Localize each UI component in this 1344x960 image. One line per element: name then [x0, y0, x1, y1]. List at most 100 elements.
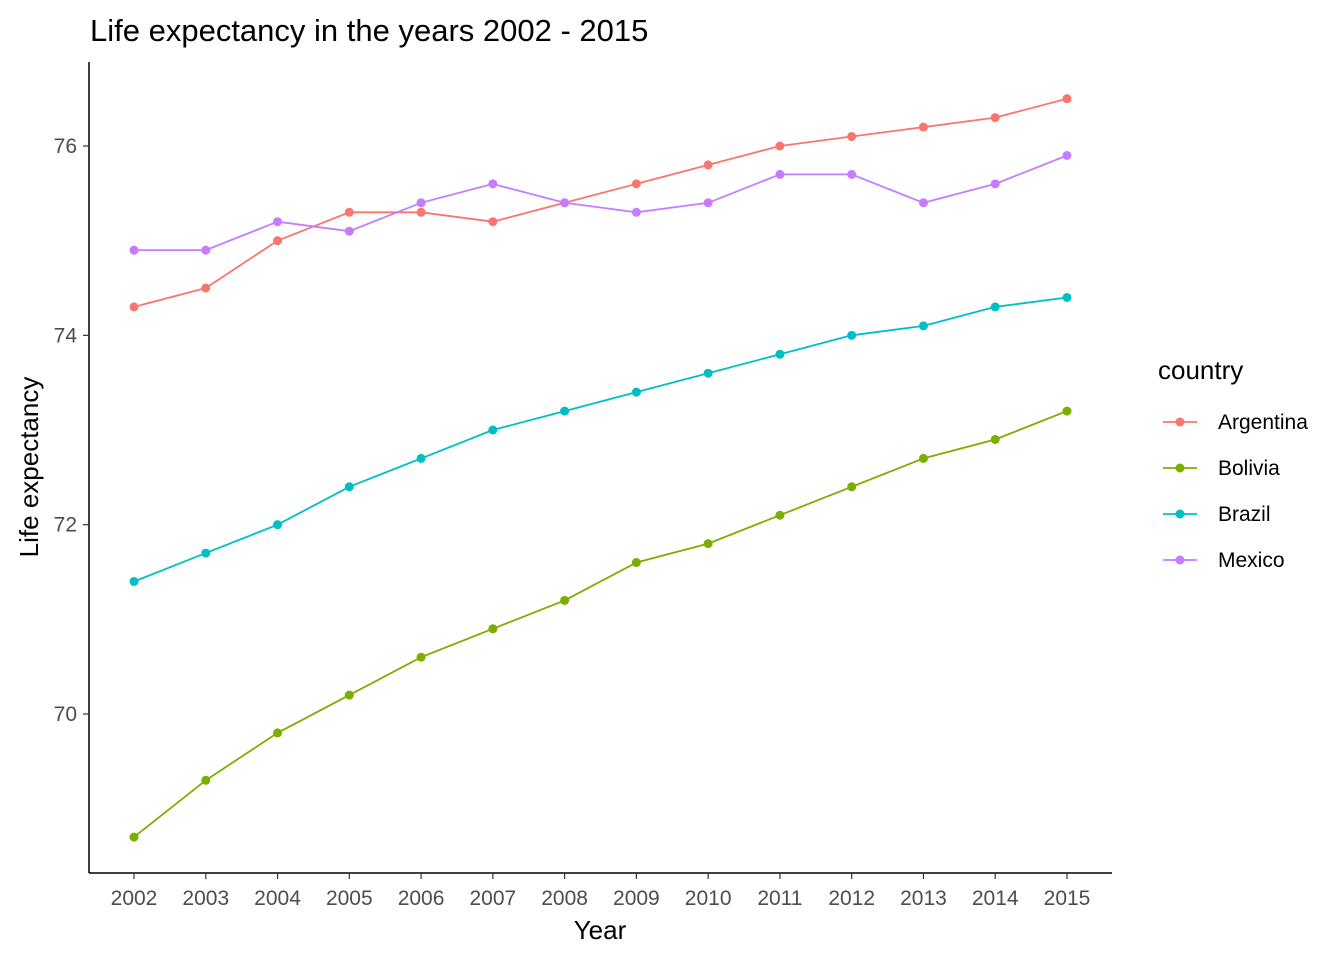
legend-key-point: [1175, 417, 1185, 427]
x-tick-label: 2013: [900, 887, 947, 910]
data-point-mexico: [918, 198, 928, 208]
data-point-bolivia: [990, 434, 1000, 444]
data-point-bolivia: [273, 728, 283, 738]
data-point-mexico: [775, 169, 785, 179]
x-tick-label: 2014: [972, 887, 1019, 910]
x-tick-label: 2010: [685, 887, 732, 910]
data-point-mexico: [1062, 150, 1072, 160]
x-tick-label: 2012: [828, 887, 875, 910]
data-point-brazil: [918, 321, 928, 331]
x-tick-label: 2006: [398, 887, 445, 910]
x-tick-label: 2007: [469, 887, 516, 910]
data-point-brazil: [201, 548, 211, 558]
data-point-argentina: [847, 132, 857, 142]
data-point-brazil: [631, 387, 641, 397]
data-point-mexico: [847, 169, 857, 179]
x-tick-label: 2015: [1044, 887, 1091, 910]
data-point-mexico: [273, 217, 283, 227]
series-line-bolivia: [133, 410, 1068, 838]
data-point-brazil: [273, 520, 283, 530]
data-point-bolivia: [129, 832, 139, 842]
axes: [88, 62, 1112, 874]
data-point-mexico: [990, 179, 1000, 189]
series-layer: [129, 94, 1072, 842]
y-axis-label: Life expectancy: [14, 377, 44, 558]
data-point-mexico: [201, 245, 211, 255]
data-point-bolivia: [847, 482, 857, 492]
data-point-bolivia: [416, 652, 426, 662]
x-tick-label: 2004: [254, 887, 301, 910]
legend-item-argentina: Argentina: [1163, 411, 1308, 434]
data-point-argentina: [344, 207, 354, 217]
data-point-argentina: [775, 141, 785, 151]
y-tick-label: 70: [54, 703, 77, 726]
data-point-brazil: [990, 302, 1000, 312]
data-point-argentina: [201, 283, 211, 293]
data-point-bolivia: [488, 624, 498, 634]
data-point-brazil: [847, 330, 857, 340]
data-point-argentina: [129, 302, 139, 312]
data-point-mexico: [129, 245, 139, 255]
series-bolivia: [129, 406, 1072, 842]
data-point-bolivia: [344, 690, 354, 700]
data-point-argentina: [416, 207, 426, 217]
chart-title: Life expectancy in the years 2002 - 2015: [90, 13, 648, 48]
data-point-brazil: [344, 482, 354, 492]
y-tick-label: 76: [54, 135, 77, 158]
legend-key-point: [1175, 463, 1185, 473]
series-line-mexico: [134, 154, 1068, 252]
data-point-brazil: [488, 425, 498, 435]
data-point-argentina: [631, 179, 641, 189]
data-point-argentina: [488, 217, 498, 227]
series-mexico: [129, 150, 1072, 255]
series-brazil: [129, 292, 1072, 586]
legend-label: Argentina: [1218, 411, 1308, 434]
data-point-argentina: [990, 113, 1000, 123]
x-ticks: 2002 2003 2004 2005 2006 2007 2008 2009 2010 2011…: [111, 873, 1091, 910]
data-point-bolivia: [775, 510, 785, 520]
legend-label: Mexico: [1218, 549, 1285, 572]
data-point-brazil: [1062, 292, 1072, 302]
data-point-brazil: [129, 576, 139, 586]
x-tick-label: 2008: [541, 887, 588, 910]
data-point-argentina: [273, 236, 283, 246]
data-point-bolivia: [201, 775, 211, 785]
x-axis-label: Year: [574, 915, 627, 945]
x-tick-label: 2011: [757, 887, 802, 910]
y-tick-label: 72: [54, 514, 77, 537]
x-tick-label: 2002: [111, 887, 158, 910]
legend-label: Bolivia: [1218, 457, 1280, 480]
series-line-brazil: [133, 296, 1068, 583]
legend: country Argentina Bolivia Brazil Mexico: [1158, 355, 1308, 572]
x-tick-label: 2005: [326, 887, 373, 910]
legend-key-point: [1175, 555, 1185, 565]
data-point-mexico: [631, 207, 641, 217]
legend-item-bolivia: Bolivia: [1163, 457, 1280, 480]
series-argentina: [129, 94, 1072, 312]
data-point-mexico: [416, 198, 426, 208]
legend-item-mexico: Mexico: [1163, 549, 1285, 572]
data-point-bolivia: [918, 453, 928, 463]
data-point-bolivia: [1062, 406, 1072, 416]
x-tick-label: 2003: [182, 887, 229, 910]
data-point-brazil: [703, 368, 713, 378]
x-tick-label: 2009: [613, 887, 660, 910]
y-tick-label: 74: [54, 324, 78, 347]
data-point-brazil: [775, 349, 785, 359]
y-ticks: 70 72 74 76: [54, 135, 89, 726]
data-point-argentina: [703, 160, 713, 170]
data-point-mexico: [560, 198, 570, 208]
legend-title: country: [1158, 355, 1243, 385]
data-point-brazil: [560, 406, 570, 416]
data-point-bolivia: [631, 558, 641, 568]
legend-label: Brazil: [1218, 503, 1271, 526]
data-point-bolivia: [703, 539, 713, 549]
data-point-argentina: [918, 122, 928, 132]
data-point-mexico: [703, 198, 713, 208]
series-line-argentina: [133, 97, 1068, 308]
legend-item-brazil: Brazil: [1163, 503, 1271, 526]
data-point-argentina: [1062, 94, 1072, 104]
data-point-brazil: [416, 453, 426, 463]
data-point-bolivia: [560, 595, 570, 605]
